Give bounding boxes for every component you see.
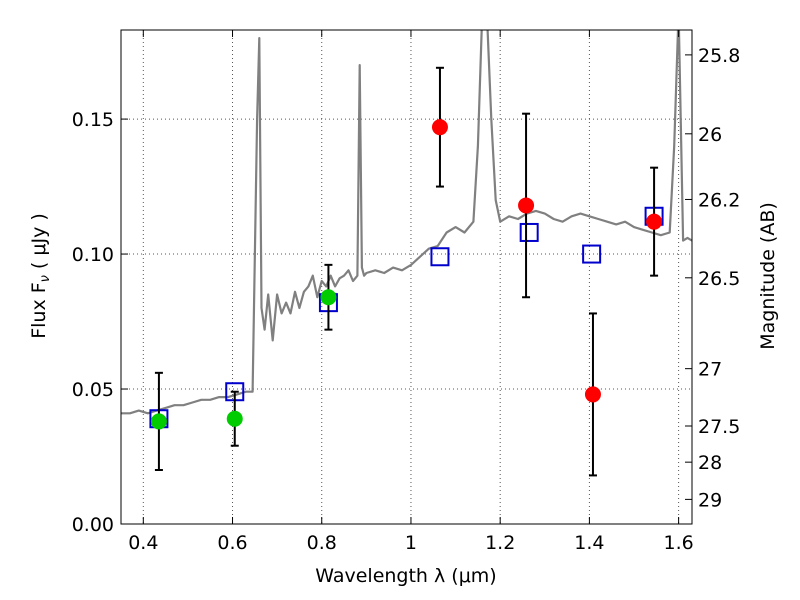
observed-flux-point [646,213,663,230]
synthetic-photometry-square [582,244,602,264]
y2-axis-label: Magnitude (AB) [757,202,779,350]
x-tick-label: 0.8 [307,532,337,554]
synthetic-photometry-square [519,222,539,242]
axes-frame [120,29,693,525]
grid [121,30,692,525]
y2-tick-label: 29 [698,489,722,511]
y2-tick-label: 27.5 [698,416,740,438]
x-tick-label: 1.6 [664,532,694,554]
y-tick-label: 0.05 [72,379,114,401]
observed-flux-point [150,413,167,430]
observed-flux-point [320,289,337,306]
y2-tick-label: 25.8 [698,45,740,67]
y2-tick-label: 27 [698,359,722,381]
axes-ticks: 0.4 0.6 0.8 1 1.2 1.4 1.6 0.00 0.05 0.10 0.15 25.8 2… [72,30,740,554]
y2-tick-label: 28 [698,452,722,474]
y-tick-label: 0.15 [72,109,114,131]
x-tick-label: 1.2 [485,532,515,554]
model-sed-line [121,30,692,415]
y2-tick-label: 26.5 [698,268,740,290]
x-tick-label: 0.6 [217,532,247,554]
y2-tick-label: 26 [698,124,722,146]
y2-tick-label: 26.2 [698,189,740,211]
observed-flux-point [431,119,448,136]
x-tick-label: 0.4 [128,532,158,554]
observed-flux-point [226,410,243,427]
y-tick-label: 0.10 [72,244,114,266]
y-axis-label-main: Flux F [28,282,50,338]
observed-flux-point [584,386,601,403]
synthetic-photometry-square [430,247,450,267]
plot-area [121,30,692,477]
x-axis-label: Wavelength λ (μm) [315,565,496,587]
x-tick-label: 1.4 [574,532,604,554]
y-axis-label-units: ( μJy ) [28,213,50,269]
y-axis-label-sub: ν [38,275,53,282]
y-axis-label: Flux Fν ( μJy ) [28,213,53,339]
y-tick-label: 0.00 [72,514,114,536]
observed-flux-point [518,197,535,214]
x-tick-label: 1 [405,532,417,554]
